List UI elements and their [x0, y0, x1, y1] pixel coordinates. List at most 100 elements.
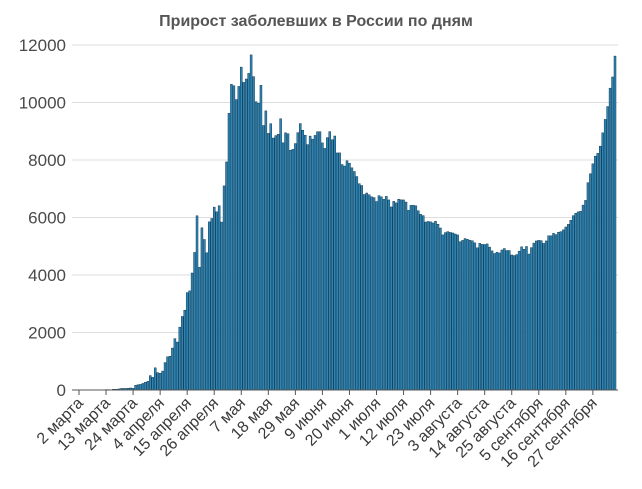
- bar: [323, 148, 327, 391]
- bar: [530, 247, 533, 391]
- bar: [468, 239, 472, 391]
- bar: [198, 267, 201, 391]
- bar: [584, 200, 587, 391]
- bar: [542, 243, 545, 391]
- bar: [272, 137, 275, 391]
- bar: [444, 232, 447, 391]
- bar: [343, 165, 346, 391]
- bar: [308, 135, 312, 391]
- bar: [431, 222, 435, 391]
- bar: [237, 86, 241, 391]
- bar: [380, 196, 383, 391]
- bar: [222, 185, 226, 391]
- y-tick-label: 10000: [19, 94, 66, 113]
- bar: [247, 73, 250, 391]
- bar: [399, 199, 403, 391]
- bar: [286, 133, 290, 391]
- bar: [331, 139, 334, 391]
- bar: [355, 176, 359, 391]
- bar: [527, 253, 531, 391]
- bar: [220, 221, 223, 391]
- bar: [203, 239, 206, 391]
- bar: [372, 197, 376, 391]
- bar: [185, 292, 189, 391]
- bar: [596, 153, 600, 391]
- bar: [599, 145, 602, 391]
- bar: [409, 205, 413, 391]
- bar: [394, 202, 398, 391]
- bar: [382, 199, 386, 391]
- bar: [240, 66, 243, 391]
- bar: [488, 246, 491, 391]
- bar: [505, 250, 509, 391]
- bar: [375, 201, 378, 391]
- bar: [490, 250, 494, 391]
- bar: [517, 250, 521, 391]
- bar: [281, 142, 285, 391]
- bar: [367, 194, 371, 391]
- bar: [321, 142, 324, 391]
- bar: [390, 206, 393, 391]
- bar: [574, 213, 577, 391]
- bar: [449, 232, 452, 391]
- bar: [419, 214, 422, 391]
- bar: [515, 254, 518, 391]
- bar: [485, 243, 489, 391]
- bar: [554, 234, 558, 391]
- bar: [208, 221, 211, 391]
- bar: [476, 247, 479, 391]
- bar: [377, 195, 381, 391]
- bar: [345, 160, 349, 391]
- bar: [589, 173, 592, 391]
- bar: [559, 231, 563, 391]
- bar: [451, 232, 454, 391]
- bar: [480, 244, 484, 391]
- y-tick-label: 6000: [28, 209, 66, 228]
- bar: [532, 242, 536, 391]
- bar: [274, 135, 277, 391]
- chart-title: Прирост заболевших в России по дням: [159, 13, 473, 30]
- bar: [512, 255, 516, 391]
- bar: [318, 131, 322, 391]
- y-tick-label: 4000: [28, 266, 66, 285]
- bar: [284, 132, 287, 391]
- bar: [291, 149, 295, 391]
- bar: [225, 161, 228, 391]
- bar: [190, 272, 194, 391]
- bar: [362, 194, 366, 391]
- bar: [153, 367, 157, 391]
- bar: [144, 382, 147, 391]
- bar: [163, 362, 167, 391]
- bar: [176, 341, 179, 391]
- bar: [397, 199, 400, 391]
- bar: [387, 199, 391, 391]
- bar: [544, 240, 548, 391]
- bar: [461, 240, 464, 391]
- bar: [210, 218, 214, 391]
- y-tick-label: 0: [57, 381, 66, 400]
- bar: [552, 233, 555, 391]
- bar: [296, 132, 300, 391]
- bar: [562, 229, 565, 391]
- bar: [257, 103, 260, 391]
- bar: [478, 243, 482, 391]
- bar: [227, 113, 231, 391]
- bar: [193, 252, 196, 391]
- bar: [537, 240, 541, 391]
- bar: [181, 316, 184, 391]
- bar: [421, 215, 425, 391]
- bar: [611, 76, 614, 391]
- bar: [549, 235, 553, 391]
- bar: [436, 224, 440, 391]
- bar: [136, 384, 140, 391]
- bar: [525, 246, 528, 391]
- bar: [446, 231, 450, 391]
- bar: [267, 133, 270, 391]
- bar: [508, 250, 511, 391]
- bar: [326, 137, 329, 391]
- bar: [540, 240, 543, 391]
- bar: [168, 355, 172, 391]
- bar: [134, 385, 137, 391]
- bar: [262, 125, 265, 391]
- bar: [522, 248, 526, 391]
